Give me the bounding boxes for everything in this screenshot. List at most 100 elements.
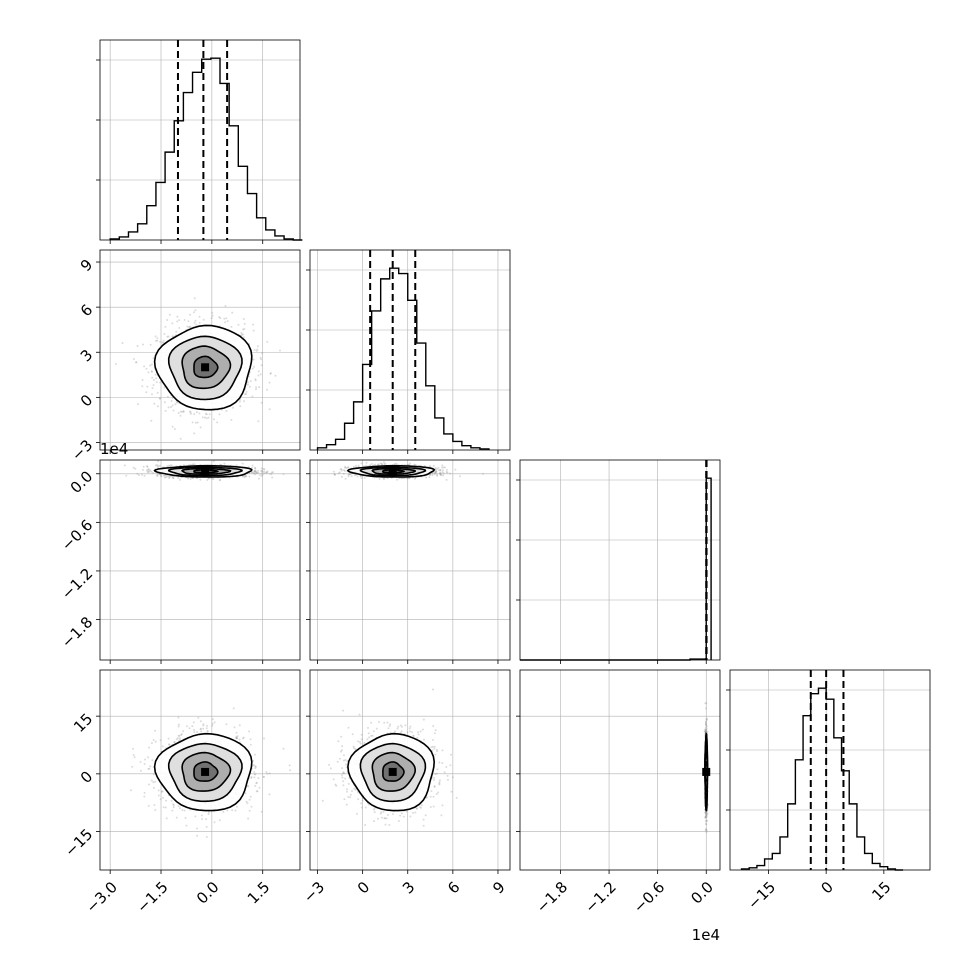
- scatter-point: [428, 465, 431, 468]
- scatter-point: [179, 414, 182, 417]
- scatter-point: [156, 391, 159, 394]
- scatter-point: [194, 421, 197, 424]
- scatter-point: [243, 328, 246, 330]
- scatter-point: [252, 358, 255, 361]
- scatter-point: [139, 769, 142, 772]
- scatter-point: [248, 730, 251, 733]
- panel-frame-hist-p3: [729, 669, 931, 871]
- scatter-point: [248, 809, 251, 812]
- scatter-point: [269, 372, 272, 375]
- scatter-point: [365, 464, 368, 467]
- scatter-point: [149, 364, 152, 367]
- scatter-point: [196, 834, 199, 837]
- scatter-point: [151, 387, 154, 390]
- scatter-point: [262, 467, 265, 470]
- scatter-point: [177, 716, 180, 719]
- scatter-point: [151, 376, 154, 379]
- scatter-point: [185, 824, 188, 827]
- scatter-point: [343, 470, 346, 472]
- scatter-point: [454, 468, 457, 471]
- scatter-point: [432, 464, 435, 467]
- scatter-point: [260, 358, 263, 361]
- scatter-point: [142, 343, 144, 346]
- scatter-point: [181, 410, 184, 413]
- scatter-point: [245, 393, 248, 396]
- scatter-point: [189, 410, 191, 413]
- scatter-point: [159, 381, 162, 384]
- scatter-point: [235, 731, 238, 734]
- scatter-point: [141, 385, 144, 388]
- scatter-point: [178, 327, 181, 329]
- scatter-point: [180, 733, 183, 736]
- scatter-point: [352, 465, 355, 468]
- scatter-point: [114, 363, 117, 365]
- scatter-point: [269, 472, 271, 475]
- scatter-point: [442, 474, 445, 477]
- scatter-point: [211, 314, 214, 317]
- scatter-point: [168, 313, 171, 316]
- scatter-point: [434, 471, 437, 474]
- scatter-point: [225, 410, 228, 412]
- scatter-point: [458, 475, 461, 478]
- scatter-point: [441, 469, 444, 472]
- scatter-point: [143, 763, 146, 765]
- scatter-point: [232, 707, 235, 710]
- panel-frame-p2-vs-p0: [99, 459, 301, 661]
- scatter-point: [161, 745, 164, 748]
- scatter-point: [204, 412, 207, 415]
- scatter-point: [244, 792, 247, 795]
- scatter-point: [345, 466, 348, 469]
- scatter-point: [436, 473, 438, 476]
- scatter-point: [363, 477, 366, 479]
- scatter-point: [257, 420, 260, 423]
- scatter-point: [137, 474, 140, 477]
- scatter-point: [271, 476, 274, 479]
- scatter-point: [212, 478, 215, 480]
- scatter-point: [151, 370, 153, 373]
- scatter-point: [152, 384, 155, 387]
- histogram-step: [109, 57, 303, 241]
- scatter-point: [383, 461, 385, 463]
- scatter-point: [212, 460, 215, 463]
- scatter-point: [143, 365, 146, 368]
- scatter-point: [248, 475, 251, 478]
- scatter-point: [261, 352, 264, 355]
- scatter-point: [201, 818, 204, 820]
- scatter-point: [173, 428, 176, 430]
- scatter-point: [151, 759, 154, 762]
- scatter-point: [263, 737, 265, 740]
- panel-frame-hist-p0: [99, 39, 301, 241]
- scatter-point: [354, 464, 357, 467]
- scatter-point: [240, 331, 243, 334]
- histogram-step: [316, 267, 490, 450]
- scatter-point: [153, 402, 156, 405]
- scatter-point: [193, 321, 196, 324]
- scatter-point: [167, 406, 170, 409]
- scatter-point: [425, 476, 428, 479]
- scatter-point: [378, 478, 381, 480]
- histogram-step: [740, 687, 904, 871]
- scatter-point: [156, 464, 159, 467]
- scatter-point: [150, 470, 153, 473]
- scatter-point: [177, 477, 180, 479]
- scatter-point: [224, 321, 226, 324]
- scatter-point: [182, 410, 185, 413]
- scatter-point: [374, 463, 376, 466]
- scatter-point: [211, 312, 214, 314]
- scatter-point: [176, 315, 179, 318]
- scatter-point: [205, 836, 208, 838]
- scatter-point: [200, 730, 203, 733]
- scatter-point: [171, 322, 174, 325]
- scatter-point: [154, 373, 157, 376]
- scatter-point: [196, 421, 199, 424]
- scatter-point: [205, 413, 208, 416]
- scatter-point: [365, 461, 368, 464]
- scatter-point: [223, 462, 226, 465]
- scatter-point: [251, 471, 254, 474]
- scatter-point: [254, 378, 257, 381]
- scatter-point: [342, 472, 345, 475]
- scatter-point: [162, 339, 165, 342]
- scatter-point: [193, 463, 196, 466]
- scatter-point: [282, 473, 285, 476]
- scatter-point: [199, 478, 202, 481]
